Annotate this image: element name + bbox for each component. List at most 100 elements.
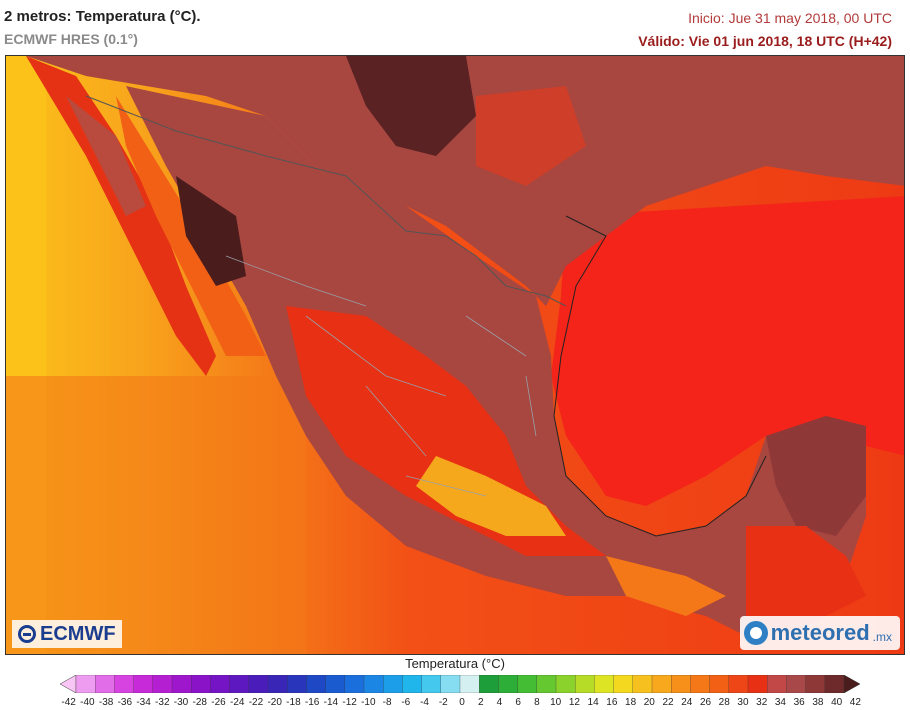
- colorbar-swatch: [229, 675, 250, 693]
- texas-warm-region: [476, 86, 586, 186]
- colorbar-tick-label: 16: [606, 697, 618, 708]
- colorbar-tick-label: -24: [229, 697, 245, 708]
- colorbar-tick-label: 32: [756, 697, 768, 708]
- colorbar-swatch: [191, 675, 212, 693]
- colorbar-swatch: [555, 675, 576, 693]
- mexico-land: [126, 86, 866, 636]
- colorbar-tick-label: 38: [812, 697, 824, 708]
- colorbar-tick-label: -18: [286, 697, 301, 708]
- colorbar-tick-label: -28: [192, 697, 207, 708]
- meteored-drop-icon: [743, 621, 768, 645]
- colorbar-swatch: [498, 675, 519, 693]
- colorbar-tick-label: -40: [80, 697, 95, 708]
- yucatan-peninsula: [766, 416, 866, 536]
- colorbar-swatch: [824, 675, 845, 693]
- colorbar-swatch: [152, 675, 173, 693]
- colorbar-swatch: [210, 675, 231, 693]
- colorbar-tick-label: 40: [831, 697, 843, 708]
- colorbar-tick-label: 6: [515, 697, 521, 708]
- colorbar-swatch: [114, 675, 135, 693]
- colorbar-swatch: [287, 675, 308, 693]
- colorbar-tick-label: 22: [662, 697, 674, 708]
- colorbar-tick-label: 2: [477, 697, 484, 708]
- colorbar-tick-label: 24: [681, 697, 693, 708]
- colorbar-swatch: [75, 675, 96, 693]
- central-highlands: [286, 306, 606, 556]
- colorbar-tick-label: -20: [267, 697, 282, 708]
- colorbar-tick-label: -30: [173, 697, 189, 708]
- colorbar-tick-label: -2: [438, 697, 448, 708]
- colorbar-swatch: [536, 675, 557, 693]
- colorbar-tick-label: -16: [304, 697, 320, 708]
- colorbar-tick-label: 10: [550, 697, 562, 708]
- colorbar-swatch: [517, 675, 538, 693]
- colorbar-swatch: [344, 675, 365, 693]
- colorbar-swatch: [95, 675, 116, 693]
- central-america: [746, 526, 866, 636]
- ecmwf-ring-icon: [18, 625, 36, 643]
- colorbar-swatch: [575, 675, 596, 693]
- model-label: ECMWF HRES (0.1°): [4, 31, 138, 47]
- colorbar-swatch: [805, 675, 826, 693]
- colorbar-swatch: [671, 675, 692, 693]
- colorbar-swatch: [267, 675, 288, 693]
- colorbar-tick-label: -8: [382, 697, 392, 708]
- colorbar-tick-label: -36: [117, 697, 133, 708]
- colorbar-tick-label: -6: [401, 697, 411, 708]
- colorbar-swatch: [363, 675, 384, 693]
- colorbar-swatch: [613, 675, 634, 693]
- meteored-logo-suffix: .mx: [872, 630, 892, 644]
- colorbar-swatch: [402, 675, 423, 693]
- colorbar-tick-label: 0: [459, 697, 465, 708]
- colorbar-swatch: [325, 675, 346, 693]
- colorbar-swatch: [479, 675, 500, 693]
- colorbar-swatch: [421, 675, 442, 693]
- state-borders: [225, 255, 537, 497]
- colorbar-tick-label: 42: [849, 697, 861, 708]
- valid-time: Válido: Vie 01 jun 2018, 18 UTC (H+42): [638, 33, 892, 49]
- colorbar-tick-label: 28: [718, 697, 730, 708]
- colorbar-tick-label: -38: [98, 697, 114, 708]
- colorbar: [60, 675, 860, 693]
- colorbar-tick-label: -12: [342, 697, 357, 708]
- colorbar-tick-label: -22: [248, 697, 264, 708]
- colorbar-ticks: -42 -40 -38 -36 -34 -32 -30 -28 -26 -24 -22 -20 -18-…: [60, 697, 861, 709]
- colorbar-swatch: [459, 675, 480, 693]
- colorbar-swatch: [440, 675, 461, 693]
- colorbar-swatch: [651, 675, 672, 693]
- baja-interior: [66, 96, 146, 216]
- map-title: 2 metros: Temperatura (°C).: [4, 8, 201, 25]
- colorbar-tick-label: -10: [361, 697, 376, 708]
- header-left: 2 metros: Temperatura (°C). ECMWF HRES (…: [4, 8, 201, 48]
- colorbar-swatch: [632, 675, 653, 693]
- meteored-logo[interactable]: meteored .mx: [739, 616, 900, 650]
- chiapas-highlands: [606, 556, 726, 616]
- colorbar-tick-label: -4: [420, 697, 429, 708]
- gulf-coastline: [553, 215, 767, 537]
- legend-title: Temperatura (°C): [405, 656, 505, 671]
- colorbar-swatch: [306, 675, 327, 693]
- colorbar-swatch: [690, 675, 711, 693]
- temperature-map[interactable]: ECMWF meteored .mx: [5, 55, 905, 655]
- united-states-land: [26, 56, 904, 306]
- meteored-logo-text: meteored: [770, 620, 870, 645]
- ecmwf-logo-text: ECMWF: [40, 622, 116, 645]
- ecmwf-logo: ECMWF: [12, 620, 122, 648]
- colorbar-swatch: [383, 675, 404, 693]
- colorbar-tick-label: 26: [699, 697, 712, 708]
- colorbar-swatch: [767, 675, 788, 693]
- colorbar-swatch: [709, 675, 730, 693]
- colorbar-swatch: [786, 675, 807, 693]
- init-time: Inicio: Jue 31 may 2018, 00 UTC: [688, 10, 892, 26]
- colorbar-tick-label: 14: [587, 697, 599, 708]
- colorbar-swatch: [248, 675, 269, 693]
- colorbar-tick-label: -26: [211, 697, 226, 708]
- colorbar-tick-label: -14: [323, 697, 339, 708]
- colorbar-max-arrow: [843, 675, 860, 693]
- colorbar-swatch: [728, 675, 749, 693]
- colorbar-swatch: [133, 675, 154, 693]
- colorbar-tick-label: 34: [774, 697, 786, 708]
- baja-california: [26, 56, 216, 376]
- colorbar-swatch: [747, 675, 768, 693]
- trans-volcanic-belt: [416, 456, 566, 536]
